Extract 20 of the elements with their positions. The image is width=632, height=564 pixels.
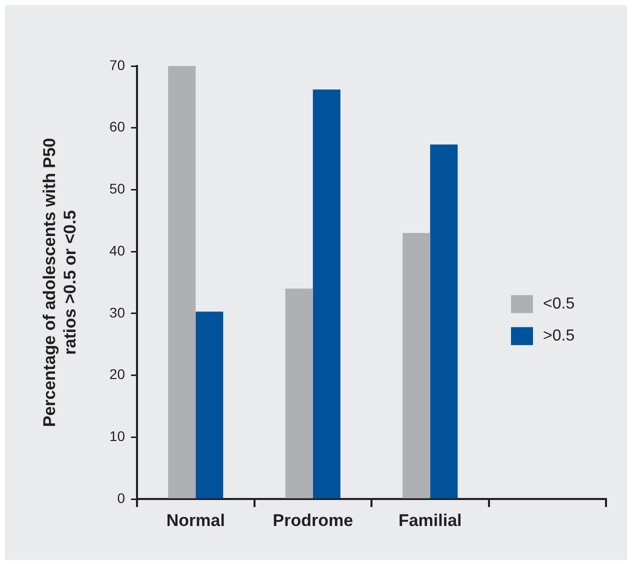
x-tick-label: Prodrome — [272, 510, 354, 530]
y-tick-label: 70 — [109, 56, 126, 73]
y-axis-title: Percentage of adolescents with P50 ratios >0.5 or <0.5 — [40, 138, 80, 428]
bar — [168, 66, 196, 498]
y-tick-label: 0 — [117, 490, 126, 506]
legend-label: <0.5 — [543, 296, 575, 313]
legend-label: >0.5 — [543, 328, 575, 345]
y-tick-label: 30 — [109, 304, 126, 320]
bar — [196, 312, 224, 498]
y-tick-label: 60 — [109, 118, 126, 135]
y-tick-label: 10 — [109, 428, 126, 444]
bar — [430, 144, 458, 498]
x-tick-label: Normal — [166, 510, 225, 530]
y-tick-label: 20 — [109, 366, 126, 382]
bar — [312, 90, 340, 498]
bar — [285, 288, 313, 498]
y-tick-label: 50 — [109, 180, 126, 197]
bar — [402, 233, 430, 498]
x-tick-label: Familial — [398, 510, 462, 530]
y-tick-label: 40 — [109, 242, 126, 258]
